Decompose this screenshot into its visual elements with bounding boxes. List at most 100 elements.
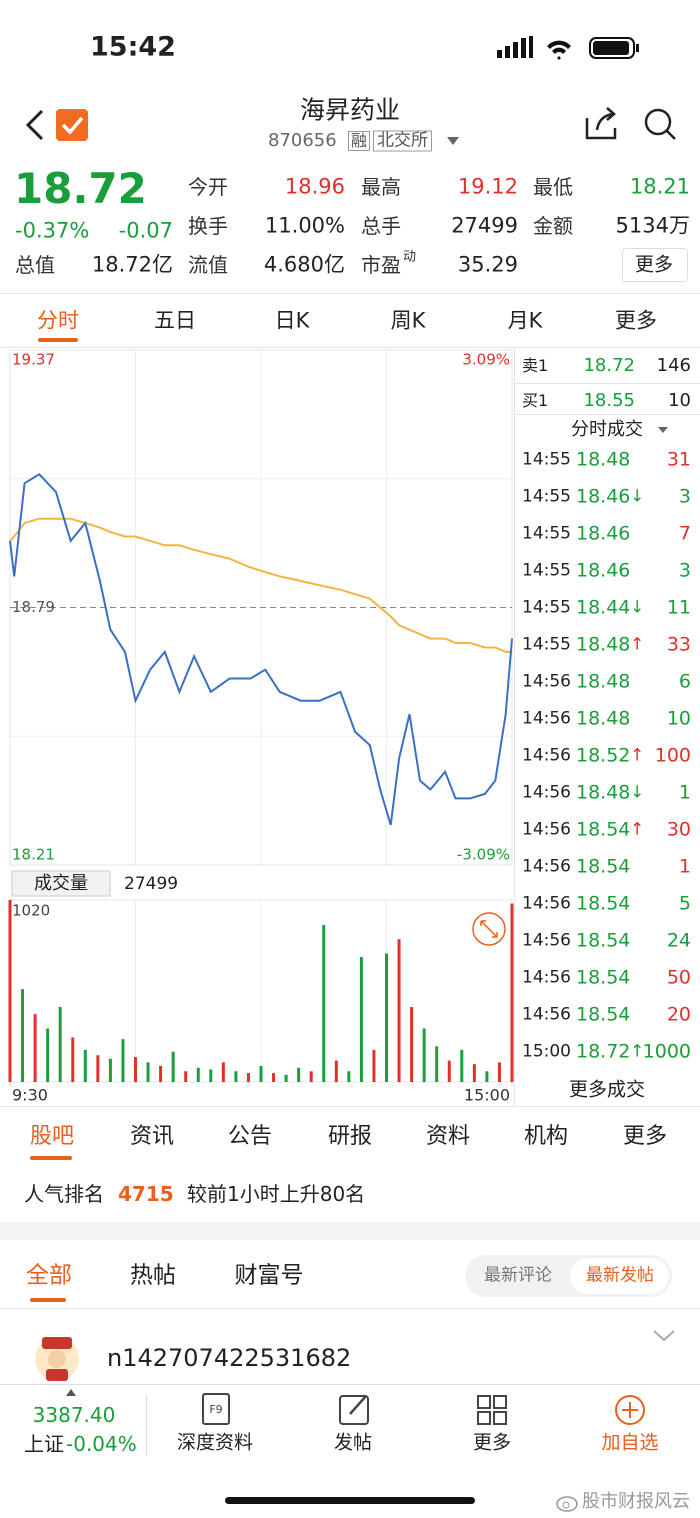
trade-price: 18.54	[576, 855, 631, 878]
trade-volume: 1	[678, 781, 691, 804]
trades-more[interactable]: 更多成交	[568, 1078, 646, 1101]
volume-bar	[121, 1039, 125, 1082]
book-volume: 146	[656, 355, 691, 376]
more-button-label[interactable]: 更多	[634, 253, 674, 276]
book-price: 18.72	[583, 355, 635, 376]
field-label: 总值	[15, 253, 55, 277]
news-tab[interactable]: 资讯	[129, 1124, 175, 1149]
period-tab[interactable]: 周K	[390, 308, 426, 333]
exchange-tag: 北交所	[373, 130, 432, 152]
bottom-item[interactable]: 发帖	[333, 1431, 373, 1454]
trade-price: 18.44	[576, 596, 631, 619]
bottom-item[interactable]: 加自选	[601, 1431, 659, 1454]
avatar[interactable]	[32, 1333, 82, 1383]
news-tab[interactable]: 机构	[523, 1124, 569, 1149]
post-user[interactable]: n142707422531682	[107, 1344, 352, 1372]
volume-bar	[359, 957, 363, 1082]
volume-total: 27499	[124, 874, 178, 894]
news-tab[interactable]: 公告	[227, 1124, 273, 1149]
volume-bar	[209, 1069, 213, 1082]
trade-time: 14:55	[522, 597, 571, 618]
bottom-item[interactable]: 深度资料	[176, 1431, 254, 1454]
forum-tab[interactable]: 财富号	[234, 1262, 304, 1289]
trade-time: 14:56	[522, 930, 571, 951]
forum-tab[interactable]: 热帖	[130, 1262, 176, 1289]
panel-border	[514, 348, 515, 1106]
watermark: 股市财报风云	[582, 1491, 690, 1512]
volume-bar	[397, 939, 401, 1082]
y2-tick-label: 3.09%	[462, 351, 510, 369]
divider	[0, 293, 700, 294]
trade-price: 18.46	[576, 522, 631, 545]
dropdown-icon[interactable]	[445, 136, 461, 146]
expand-arrows	[480, 920, 498, 938]
forum-tab[interactable]: 全部	[26, 1262, 72, 1289]
popularity-rank: 4715	[118, 1182, 174, 1206]
tab-underline	[30, 1298, 66, 1302]
volume-bar	[472, 1064, 476, 1082]
last-price: 18.72	[14, 164, 147, 213]
news-tab[interactable]: 更多	[622, 1124, 668, 1149]
divider	[0, 1106, 700, 1107]
field-value: 11.00%	[264, 213, 345, 238]
back-and-logo[interactable]	[20, 105, 95, 145]
trade-time: 14:55	[522, 449, 571, 470]
news-tab[interactable]: 研报	[327, 1124, 373, 1149]
trade-time: 14:56	[522, 893, 571, 914]
period-tab[interactable]: 分时	[37, 308, 79, 333]
bottom-item[interactable]: 更多	[472, 1431, 512, 1454]
trade-time: 14:56	[522, 967, 571, 988]
period-tab[interactable]: 五日	[154, 308, 196, 333]
volume-bar	[234, 1071, 238, 1082]
volume-bar	[460, 1049, 464, 1082]
field-value: 19.12	[457, 174, 518, 199]
divider	[0, 347, 700, 348]
volume-bar	[159, 1065, 163, 1082]
volume-bar	[108, 1058, 112, 1082]
volume-bar	[347, 1071, 351, 1082]
trade-arrow: ↑	[630, 1041, 645, 1062]
period-tab[interactable]: 更多	[615, 308, 657, 333]
trade-volume: 1000	[642, 1040, 691, 1063]
trade-volume: 1	[678, 855, 691, 878]
trade-time: 14:56	[522, 708, 571, 729]
expand-icon[interactable]	[652, 1328, 676, 1344]
index-name: 上证	[24, 1432, 64, 1456]
sort-option[interactable]: 最新发帖	[586, 1265, 654, 1286]
field-value: 27499	[451, 213, 518, 238]
trade-price: 18.54	[576, 966, 631, 989]
trade-arrow: ↓	[630, 597, 645, 618]
volume-bar	[146, 1062, 150, 1082]
popularity-label: 人气排名	[24, 1182, 104, 1206]
volume-title-box	[11, 870, 111, 897]
volume-bar	[196, 1067, 200, 1082]
trade-price: 18.48	[576, 670, 631, 693]
trade-time: 14:56	[522, 856, 571, 877]
trade-arrow: ↑	[630, 634, 645, 655]
field-label: 市盈	[361, 253, 401, 277]
period-tab[interactable]: 日K	[274, 308, 310, 333]
volume-bar	[58, 1007, 62, 1082]
trade-arrow: ↓	[630, 486, 645, 507]
volume-bar	[422, 1028, 426, 1082]
bottom-icons[interactable]: F9	[0, 1390, 700, 1430]
trade-volume: 3	[678, 485, 691, 508]
svg-text:F9: F9	[209, 1403, 222, 1416]
panel-divider	[514, 414, 700, 415]
trade-arrow: ↑	[630, 819, 645, 840]
field-value: 18.21	[629, 174, 690, 199]
y-tick-label: 19.37	[12, 351, 55, 369]
stock-name: 海昇药业	[299, 95, 401, 125]
sort-option[interactable]: 最新评论	[484, 1265, 552, 1286]
news-tab[interactable]: 股吧	[29, 1124, 75, 1149]
divider	[0, 1384, 700, 1385]
news-tab[interactable]: 资料	[425, 1124, 471, 1149]
trade-volume: 30	[666, 818, 691, 841]
more-button[interactable]	[622, 248, 688, 282]
status-time: 15:42	[90, 31, 176, 63]
period-tab[interactable]: 月K	[507, 308, 543, 333]
trade-time: 14:56	[522, 671, 571, 692]
volume-bar	[334, 1060, 338, 1082]
share-search-icons[interactable]	[583, 104, 683, 144]
home-indicator	[225, 1497, 475, 1504]
